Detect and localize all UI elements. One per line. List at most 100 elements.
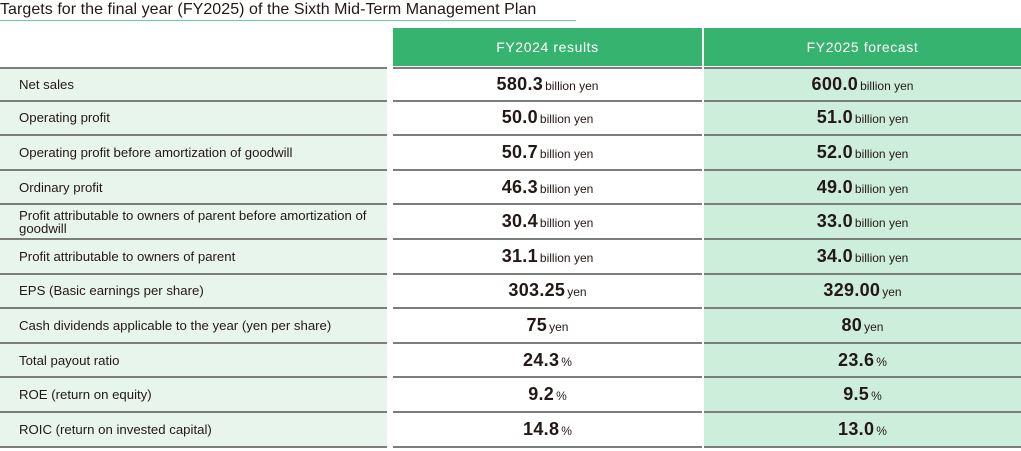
row-label: Net sales bbox=[0, 67, 387, 102]
fy2025-value: 13.0 bbox=[838, 418, 875, 439]
fy2025-unit: billion yen bbox=[854, 181, 909, 196]
row-label-text: Ordinary profit bbox=[19, 179, 103, 195]
fy2025-value-cell: 49.0 billion yen bbox=[704, 170, 1021, 206]
fy2024-value: 46.3 bbox=[501, 176, 538, 197]
fy2025-unit: % bbox=[871, 389, 882, 404]
fy2024-unit: billion yen bbox=[539, 112, 594, 127]
table-row: Profit attributable to owners of parent … bbox=[0, 239, 1021, 275]
fy2025-unit: billion yen bbox=[854, 112, 909, 127]
row-label: EPS (Basic earnings per share) bbox=[0, 274, 387, 310]
row-label: Profit attributable to owners of parent … bbox=[0, 205, 387, 240]
table-row: Operating profit 50.0 billion yen 51.0 bil… bbox=[0, 101, 1021, 137]
fy2025-value: 80 bbox=[841, 314, 863, 335]
column-header-fy2025: FY2025 forecast bbox=[704, 28, 1021, 66]
fy2024-value-cell: 31.1 billion yen bbox=[393, 239, 702, 275]
row-label: Operating profit before amortization of … bbox=[0, 136, 387, 171]
fy2025-value: 52.0 bbox=[816, 141, 853, 162]
fy2024-value-cell: 580.3 billion yen bbox=[393, 67, 702, 102]
targets-table: FY2024 results FY2025 forecast Net sales… bbox=[0, 28, 1021, 448]
fy2024-unit: % bbox=[561, 354, 572, 369]
row-label-text: ROIC (return on invested capital) bbox=[19, 421, 212, 437]
fy2025-unit: billion yen bbox=[854, 216, 909, 231]
fy2024-value: 50.0 bbox=[501, 107, 538, 128]
fy2025-value: 329.00 bbox=[823, 280, 881, 301]
fy2025-value-cell: 23.6% bbox=[704, 343, 1021, 379]
fy2025-value: 34.0 bbox=[816, 245, 853, 266]
table-row: Net sales 580.3 billion yen 600.0 billion … bbox=[0, 67, 1021, 102]
table-body: Net sales 580.3 billion yen 600.0 billion … bbox=[0, 67, 1021, 448]
row-label-text: Profit attributable to owners of parent … bbox=[19, 207, 367, 236]
fy2025-value: 33.0 bbox=[816, 211, 853, 232]
row-label-text: Net sales bbox=[19, 76, 74, 92]
fy2024-value: 31.1 bbox=[501, 245, 538, 266]
fy2024-unit: yen bbox=[567, 285, 587, 300]
fy2024-value-cell: 46.3 billion yen bbox=[393, 170, 702, 206]
table-row: EPS (Basic earnings per share) 303.25 yen… bbox=[0, 274, 1021, 310]
fy2024-value: 30.4 bbox=[501, 211, 538, 232]
row-label: Cash dividends applicable to the year (y… bbox=[0, 309, 387, 344]
fy2024-value-cell: 75 yen bbox=[393, 309, 702, 344]
fy2024-value: 9.2 bbox=[528, 384, 555, 405]
row-label-text: ROE (return on equity) bbox=[19, 387, 152, 403]
fy2025-value-cell: 13.0% bbox=[704, 412, 1021, 448]
row-label: Total payout ratio bbox=[0, 343, 387, 379]
fy2025-value-cell: 600.0 billion yen bbox=[704, 67, 1021, 102]
fy2024-value: 14.8 bbox=[523, 418, 560, 439]
fy2024-value-cell: 9.2% bbox=[393, 378, 702, 413]
fy2024-value: 50.7 bbox=[501, 141, 538, 162]
fy2025-value-cell: 51.0 billion yen bbox=[704, 101, 1021, 137]
row-label: Operating profit bbox=[0, 101, 387, 137]
fy2025-value-cell: 9.5% bbox=[704, 378, 1021, 413]
fy2025-unit: % bbox=[876, 354, 887, 369]
table-row: Cash dividends applicable to the year (y… bbox=[0, 309, 1021, 344]
fy2025-unit: yen bbox=[864, 319, 884, 334]
row-label-text: EPS (Basic earnings per share) bbox=[19, 283, 204, 299]
column-header-fy2024: FY2024 results bbox=[393, 28, 702, 66]
fy2025-value-cell: 52.0 billion yen bbox=[704, 136, 1021, 171]
fy2024-unit: billion yen bbox=[539, 181, 594, 196]
row-label-text: Operating profit bbox=[19, 110, 110, 126]
row-label-text: Total payout ratio bbox=[19, 352, 120, 368]
fy2024-value: 303.25 bbox=[508, 280, 566, 301]
fy2024-unit: yen bbox=[549, 319, 569, 334]
fy2024-value-cell: 50.0 billion yen bbox=[393, 101, 702, 137]
fy2025-unit: % bbox=[876, 423, 887, 438]
fy2025-value-cell: 329.00 yen bbox=[704, 274, 1021, 310]
fy2025-unit: billion yen bbox=[860, 78, 914, 93]
fy2024-unit: billion yen bbox=[545, 78, 599, 93]
table-row: Total payout ratio 24.3% 23.6% bbox=[0, 343, 1021, 379]
row-label: Profit attributable to owners of parent bbox=[0, 239, 387, 275]
fy2025-value: 51.0 bbox=[816, 107, 853, 128]
fy2024-value-cell: 30.4 billion yen bbox=[393, 205, 702, 240]
fy2024-value-cell: 303.25 yen bbox=[393, 274, 702, 310]
row-label-text: Cash dividends applicable to the year (y… bbox=[19, 317, 332, 333]
row-label: ROIC (return on invested capital) bbox=[0, 412, 387, 448]
fy2024-unit: % bbox=[561, 423, 572, 438]
fy2025-unit: billion yen bbox=[854, 250, 909, 265]
fy2025-value: 9.5 bbox=[843, 384, 870, 405]
row-label-text: Profit attributable to owners of parent bbox=[19, 248, 236, 264]
fy2025-value-cell: 33.0 billion yen bbox=[704, 205, 1021, 240]
fy2024-unit: billion yen bbox=[539, 250, 594, 265]
row-label: ROE (return on equity) bbox=[0, 378, 387, 413]
table-row: ROIC (return on invested capital) 14.8% … bbox=[0, 412, 1021, 448]
fy2025-value-cell: 34.0 billion yen bbox=[704, 239, 1021, 275]
row-label-text: Operating profit before amortization of … bbox=[19, 144, 293, 160]
fy2024-value-cell: 24.3% bbox=[393, 343, 702, 379]
fy2025-unit: yen bbox=[882, 285, 902, 300]
fy2024-unit: billion yen bbox=[539, 146, 594, 161]
fy2024-value: 24.3 bbox=[523, 349, 560, 370]
fy2024-value: 580.3 bbox=[496, 73, 544, 94]
table-row: Profit attributable to owners of parent … bbox=[0, 205, 1021, 240]
table-row: ROE (return on equity) 9.2% 9.5% bbox=[0, 378, 1021, 413]
page-title: Targets for the final year (FY2025) of t… bbox=[0, 0, 576, 21]
fy2024-value-cell: 50.7 billion yen bbox=[393, 136, 702, 171]
table-row: Ordinary profit 46.3 billion yen 49.0 bill… bbox=[0, 170, 1021, 206]
table-header-row: FY2024 results FY2025 forecast bbox=[0, 28, 1021, 67]
fy2024-unit: % bbox=[556, 389, 567, 404]
fy2025-value: 49.0 bbox=[816, 176, 853, 197]
fy2024-value-cell: 14.8% bbox=[393, 412, 702, 448]
fy2024-unit: billion yen bbox=[539, 216, 594, 231]
table-row: Operating profit before amortization of … bbox=[0, 136, 1021, 171]
row-label: Ordinary profit bbox=[0, 170, 387, 206]
